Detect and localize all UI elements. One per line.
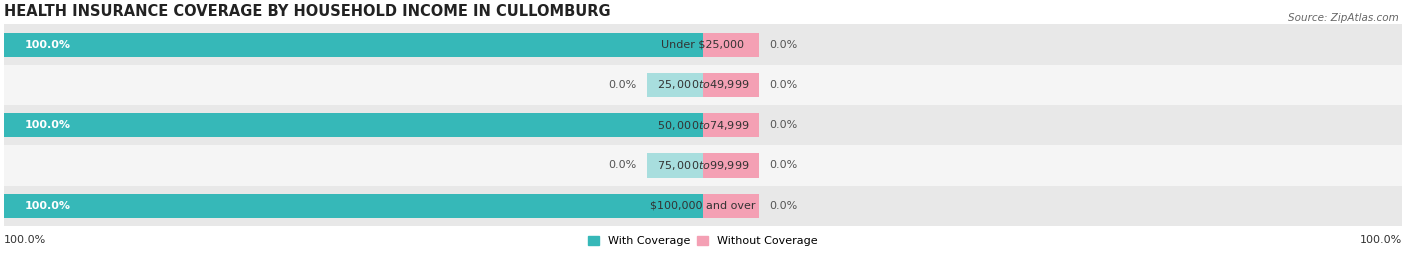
Text: 0.0%: 0.0%: [769, 120, 797, 130]
Text: 0.0%: 0.0%: [609, 80, 637, 90]
Bar: [703, 33, 759, 57]
Text: 0.0%: 0.0%: [769, 80, 797, 90]
Text: $50,000 to $74,999: $50,000 to $74,999: [657, 119, 749, 132]
Bar: [4, 194, 703, 218]
Bar: [703, 153, 759, 178]
Bar: [647, 73, 703, 97]
Text: 100.0%: 100.0%: [1360, 235, 1402, 245]
Text: $25,000 to $49,999: $25,000 to $49,999: [657, 78, 749, 91]
Text: 0.0%: 0.0%: [609, 161, 637, 171]
Text: 0.0%: 0.0%: [769, 161, 797, 171]
Bar: [4, 105, 1402, 145]
Text: 0.0%: 0.0%: [769, 201, 797, 211]
Bar: [4, 33, 703, 57]
Bar: [4, 145, 1402, 186]
Text: 100.0%: 100.0%: [4, 235, 46, 245]
Bar: [4, 24, 1402, 65]
Text: 100.0%: 100.0%: [25, 120, 72, 130]
Text: 100.0%: 100.0%: [25, 40, 72, 50]
Text: Source: ZipAtlas.com: Source: ZipAtlas.com: [1288, 13, 1399, 23]
Bar: [703, 113, 759, 137]
Text: 100.0%: 100.0%: [25, 201, 72, 211]
Text: 0.0%: 0.0%: [769, 40, 797, 50]
Text: HEALTH INSURANCE COVERAGE BY HOUSEHOLD INCOME IN CULLOMBURG: HEALTH INSURANCE COVERAGE BY HOUSEHOLD I…: [4, 4, 610, 19]
Bar: [647, 153, 703, 178]
Text: Under $25,000: Under $25,000: [661, 40, 745, 50]
Bar: [4, 186, 1402, 226]
Text: $75,000 to $99,999: $75,000 to $99,999: [657, 159, 749, 172]
Legend: With Coverage, Without Coverage: With Coverage, Without Coverage: [583, 231, 823, 250]
Bar: [4, 113, 703, 137]
Bar: [703, 73, 759, 97]
Bar: [4, 65, 1402, 105]
Text: $100,000 and over: $100,000 and over: [650, 201, 756, 211]
Bar: [703, 194, 759, 218]
